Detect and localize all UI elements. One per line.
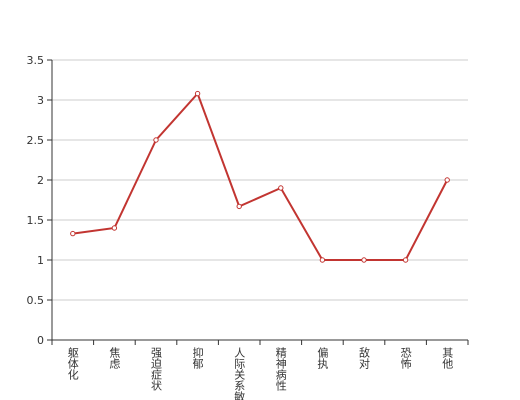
x-tick-label: 精神病性 [274,347,287,392]
point [194,90,201,97]
x-tick-label: 抑郁 [191,346,204,369]
point [361,257,367,263]
y-tick-label: 1.5 [27,214,45,227]
point [444,177,450,183]
x-tick-label: 敌对 [358,346,371,369]
y-tick-label: 3 [37,94,44,107]
y-tick-label: 0.5 [27,294,45,307]
point [236,203,242,210]
point [70,230,76,237]
x-tick-label: 偏执 [316,346,329,370]
x-tick-label: 焦虑 [108,347,121,369]
y-tick-label: 1 [37,254,44,267]
x-tick-label: 恐怖 [399,347,412,369]
y-tick-label: 3.5 [27,54,45,67]
y-tick-label: 2.5 [27,134,45,147]
line [72,91,449,261]
x-tick-label: 躯体化 [66,347,79,381]
y-tick-label: 2 [37,174,44,187]
point [319,257,326,263]
point [153,137,159,143]
point [402,257,409,263]
x-tick-label: 其他 [441,347,454,369]
point [111,225,118,231]
x-tick-label: 强迫症状 [150,347,163,391]
point [278,185,284,191]
y-tick-label: 0 [37,334,44,347]
x-tick-label: 人际关系敏感 [233,347,246,400]
